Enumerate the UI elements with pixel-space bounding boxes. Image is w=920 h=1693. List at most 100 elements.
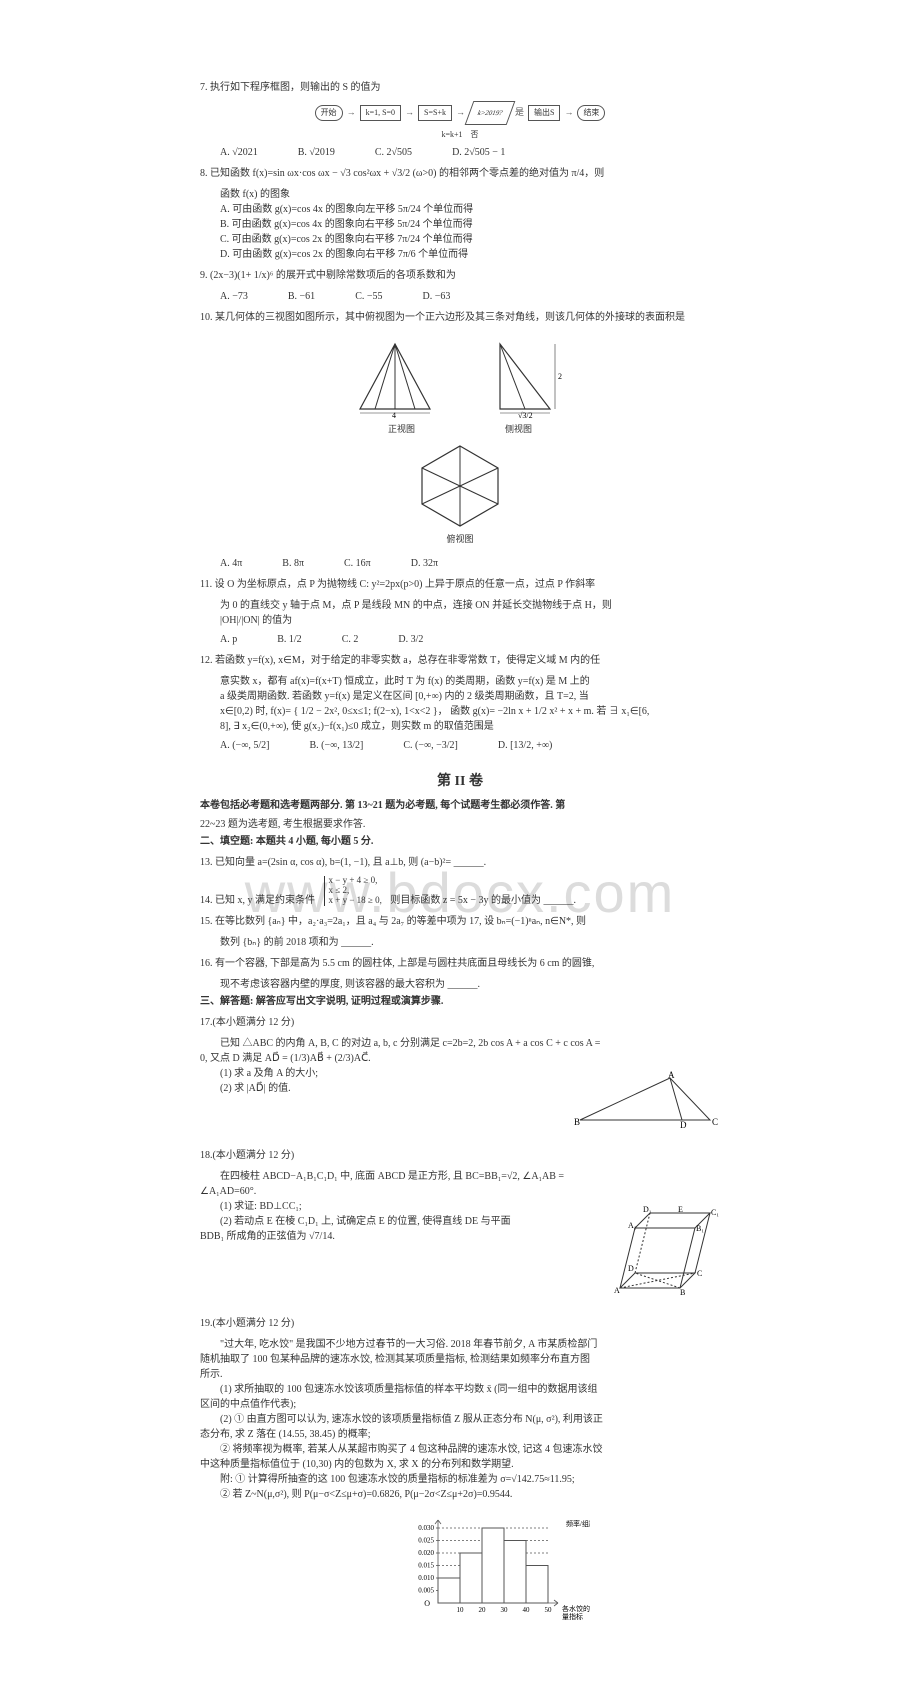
q9-options: A. −73 B. −61 C. −55 D. −63 — [220, 289, 720, 304]
q9-opt-d: D. −63 — [423, 289, 451, 304]
q14-stem: 14. 已知 x, y 满足约束条件 — [200, 895, 315, 906]
q19-p3: ② 将频率视为概率, 若某人从某超市购买了 4 包这种品牌的速冻水饺, 记这 4… — [220, 1442, 720, 1457]
q14: 14. 已知 x, y 满足约束条件 x − y + 4 ≥ 0, x ≤ 2,… — [200, 876, 720, 908]
arrow-icon: → — [564, 106, 573, 120]
arrow-icon: → — [456, 106, 465, 120]
section-2-intro2: 22~23 题为选考题, 考生根据要求作答. — [200, 817, 720, 832]
q16-1: 16. 有一个容器, 下部是高为 5.5 cm 的圆柱体, 上部是与圆柱共底面且… — [200, 956, 720, 971]
q17-s2: 0, 又点 D 满足 AD⃗ = (1/3)AB⃗ + (2/3)AC⃗. — [200, 1051, 720, 1066]
flow-cond: k>2019? — [465, 101, 516, 125]
q10-opt-c: C. 16π — [344, 556, 371, 571]
svg-text:10: 10 — [457, 1606, 465, 1614]
arrow-icon: → — [347, 106, 356, 120]
q7-opt-d: D. 2√505 − 1 — [452, 145, 505, 160]
q14-sys1: x − y + 4 ≥ 0, — [329, 875, 378, 885]
q10-opt-b: B. 8π — [282, 556, 304, 571]
section-2-title: 第 II 卷 — [200, 771, 720, 792]
q7-opt-c: C. 2√505 — [375, 145, 412, 160]
q8-opt-b: B. 可由函数 g(x)=cos 4x 的图象向右平移 5π/24 个单位而得 — [220, 217, 720, 232]
q16-2: 现不考虑该容器内壁的厚度, 则该容器的最大容积为 ______. — [220, 977, 720, 992]
svg-text:0.015: 0.015 — [418, 1561, 434, 1569]
side-view: 2 √3/2 — [490, 339, 570, 419]
svg-text:E: E — [678, 1205, 683, 1214]
q12-stem1: 12. 若函数 y=f(x), x∈M，对于给定的非零实数 a，总存在非零常数 … — [200, 653, 720, 668]
side-view-label: 侧视图 — [505, 423, 532, 437]
svg-text:量指标: 量指标 — [562, 1612, 583, 1621]
q12-opt-c: C. (−∞, −3/2] — [403, 738, 458, 753]
three-views: 4 2 √3/2 — [200, 339, 720, 419]
q10-options: A. 4π B. 8π C. 16π D. 32π — [220, 556, 720, 571]
q11-opt-c: C. 2 — [342, 632, 359, 647]
q19-s3: 所示. — [200, 1367, 720, 1382]
q10-opt-d: D. 32π — [411, 556, 438, 571]
flow-loop-label: k=k+1 否 — [200, 129, 720, 141]
svg-text:A: A — [668, 1070, 675, 1080]
q11-opt-d: D. 3/2 — [398, 632, 423, 647]
fill-heading: 二、填空题: 本题共 4 小题, 每小题 5 分. — [200, 834, 720, 849]
flow-init: k=1, S=0 — [360, 105, 401, 121]
q11-stem3: |OH|/|ON| 的值为 — [220, 613, 720, 628]
q8-opt-d: D. 可由函数 g(x)=cos 2x 的图象向右平移 7π/6 个单位而得 — [220, 247, 720, 262]
q12-opt-b: B. (−∞, 13/2] — [309, 738, 363, 753]
q7-flowchart: 开始 → k=1, S=0 → S=S+k → k>2019? 是 输出S → … — [200, 101, 720, 125]
q12-stem5: 8], ∃ x₂∈(0,+∞), 使 g(x₂)−f(x₁)≤0 成立，则实数 … — [220, 719, 720, 734]
q7-opt-b: B. √2019 — [298, 145, 335, 160]
q9-opt-b: B. −61 — [288, 289, 315, 304]
svg-text:B₁: B₁ — [696, 1224, 704, 1233]
arrow-icon: → — [405, 106, 414, 120]
q19-note1: 附: ① 计算得所抽查的这 100 包速冻水饺的质量指标的标准差为 σ=√142… — [220, 1472, 720, 1487]
top-view — [410, 441, 510, 531]
q18-h: 18.(本小题满分 12 分) — [200, 1148, 720, 1163]
svg-text:A: A — [614, 1286, 620, 1295]
side-height: 2 — [558, 372, 562, 381]
q7-stem: 7. 执行如下程序框图，则输出的 S 的值为 — [200, 80, 720, 95]
q7-options: A. √2021 B. √2019 C. 2√505 D. 2√505 − 1 — [220, 145, 720, 160]
flow-start: 开始 — [315, 105, 343, 121]
svg-text:D: D — [628, 1264, 634, 1273]
svg-text:40: 40 — [523, 1606, 531, 1614]
q11-opt-b: B. 1/2 — [277, 632, 301, 647]
solve-heading: 三、解答题: 解答应写出文字说明, 证明过程或演算步骤. — [200, 994, 720, 1009]
svg-text:0.005: 0.005 — [418, 1586, 434, 1594]
flow-inc: k=k+1 — [441, 130, 462, 139]
q18-s2: ∠A₁AD=60°. — [200, 1184, 720, 1199]
top-view-label: 俯视图 — [200, 533, 720, 547]
q19-p2: (2) ① 由直方图可以认为, 速冻水饺的该项质量指标值 Z 服从正态分布 N(… — [220, 1412, 720, 1427]
svg-text:O: O — [424, 1599, 430, 1608]
svg-text:C: C — [712, 1117, 718, 1127]
q19-p3b: 中这种质量指标值位于 (10,30) 内的包数为 X, 求 X 的分布列和数学期… — [200, 1457, 720, 1472]
q19-p2b: 态分布, 求 Z 落在 (14.55, 38.45) 的概率; — [200, 1427, 720, 1442]
svg-text:C₁: C₁ — [711, 1208, 719, 1217]
q15-1: 15. 在等比数列 {aₙ} 中，a₂·a₃=2a₁，且 a₄ 与 2a₇ 的等… — [200, 914, 720, 929]
svg-text:A₁: A₁ — [628, 1221, 637, 1230]
q12-stem4: x∈[0,2) 时, f(x)= { 1/2 − 2x², 0≤x≤1; f(2… — [220, 704, 720, 719]
front-view-label: 正视图 — [388, 423, 415, 437]
q14-tail: 则目标函数 z = 5x − 3y 的最小值为 ______. — [390, 895, 576, 906]
q12-options: A. (−∞, 5/2] B. (−∞, 13/2] C. (−∞, −3/2]… — [220, 738, 720, 753]
q11-options: A. p B. 1/2 C. 2 D. 3/2 — [220, 632, 720, 647]
q14-sys3: x + y − 18 ≥ 0, — [329, 895, 382, 905]
q12-opt-a: A. (−∞, 5/2] — [220, 738, 269, 753]
svg-text:C: C — [697, 1269, 702, 1278]
q11-opt-a: A. p — [220, 632, 237, 647]
q15-2: 数列 {bₙ} 的前 2018 项和为 ______. — [220, 935, 720, 950]
svg-text:30: 30 — [501, 1606, 509, 1614]
q17-s1: 已知 △ABC 的内角 A, B, C 的对边 a, b, c 分别满足 c=2… — [220, 1036, 720, 1051]
q10-stem: 10. 某几何体的三视图如图所示，其中俯视图为一个正六边形及其三条对角线，则该几… — [200, 310, 720, 325]
svg-text:D: D — [680, 1120, 687, 1130]
q9-opt-c: C. −55 — [355, 289, 382, 304]
svg-text:D₁: D₁ — [643, 1205, 652, 1214]
q18-figure: A B C D A₁ B₁ C₁ D₁ E — [600, 1203, 720, 1298]
q8-opt-a: A. 可由函数 g(x)=cos 4x 的图象向左平移 5π/24 个单位而得 — [220, 202, 720, 217]
svg-text:各水饺的: 各水饺的 — [562, 1604, 590, 1613]
q18-s1: 在四棱柱 ABCD−A₁B₁C₁D₁ 中, 底面 ABCD 是正方形, 且 BC… — [220, 1169, 720, 1184]
q10-opt-a: A. 4π — [220, 556, 242, 571]
svg-text:0.020: 0.020 — [418, 1549, 434, 1557]
q12-stem3: a 级类周期函数. 若函数 y=f(x) 是定义在区间 [0,+∞) 内的 2 … — [220, 689, 720, 704]
flow-no: 否 — [471, 130, 479, 139]
q19-p1: (1) 求所抽取的 100 包速冻水饺该项质量指标值的样本平均数 x̄ (同一组… — [220, 1382, 720, 1397]
q14-sys2: x ≤ 2, — [329, 885, 350, 895]
q19-s2: 随机抽取了 100 包某种品牌的速冻水饺, 检测其某项质量指标, 检测结果如频率… — [200, 1352, 720, 1367]
q8-stem1: 8. 已知函数 f(x)=sin ωx·cos ωx − √3 cos²ωx +… — [200, 166, 720, 181]
q17-figure: A B C D — [570, 1070, 720, 1130]
